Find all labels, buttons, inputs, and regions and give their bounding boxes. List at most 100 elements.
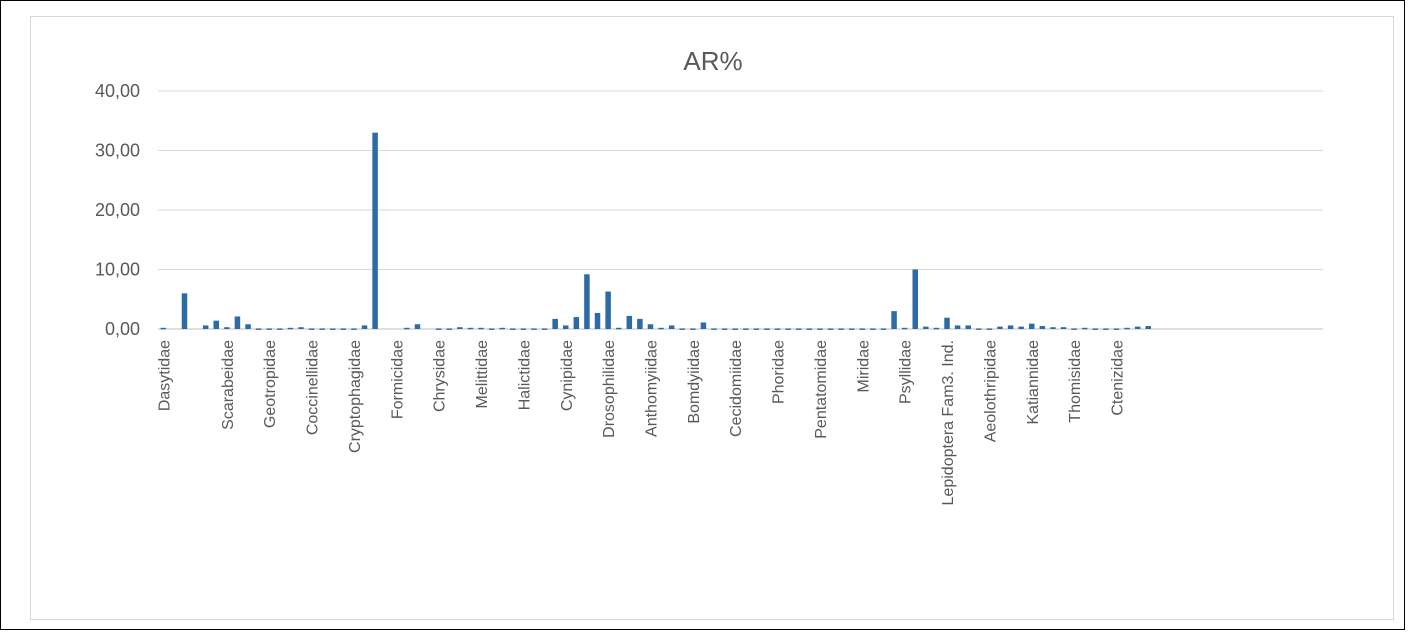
y-tick-label: 40,00 <box>95 81 140 101</box>
x-tick-label: Coccinellidae <box>305 340 322 435</box>
x-tick-label: Dasytidae <box>156 340 173 411</box>
bar <box>1060 327 1067 329</box>
bar <box>796 328 802 330</box>
bar <box>202 325 209 329</box>
bar <box>1124 327 1130 330</box>
bar <box>457 327 463 329</box>
bar <box>954 325 961 329</box>
x-tick-label: Drosophilidae <box>601 340 618 438</box>
x-tick-label: Melittidae <box>474 340 491 409</box>
x-tick-label: Formicidae <box>389 340 406 419</box>
bar <box>404 327 410 330</box>
bar <box>668 325 675 329</box>
bar <box>997 326 1003 329</box>
bar <box>615 327 622 330</box>
bar <box>880 328 887 330</box>
x-tick-label: Chrysidae <box>432 340 449 412</box>
bar <box>838 328 844 330</box>
x-tick-label: Phoridae <box>771 340 788 404</box>
bar <box>510 328 516 330</box>
bar <box>435 328 442 330</box>
bar <box>552 318 558 329</box>
x-tick-label: Psyllidae <box>898 340 915 404</box>
bar <box>234 316 241 329</box>
bar <box>637 318 643 329</box>
y-tick-label: 10,00 <box>95 260 140 280</box>
bar <box>330 328 336 330</box>
bar <box>531 328 537 330</box>
bar <box>160 327 167 330</box>
bar <box>1113 328 1120 330</box>
x-tick-label: Thomisidae <box>1067 340 1084 423</box>
bar <box>679 328 685 330</box>
bar <box>658 327 664 330</box>
bar <box>277 328 283 330</box>
x-tick-label: Ctenizidae <box>1109 340 1126 416</box>
bar <box>1039 326 1046 329</box>
bar <box>224 327 230 329</box>
x-tick-label: Anthomyiidae <box>643 340 660 437</box>
bar <box>732 328 738 330</box>
bar <box>1071 328 1077 330</box>
bar <box>255 328 262 330</box>
bar <box>478 327 484 330</box>
bar <box>245 324 251 329</box>
bar <box>817 328 823 330</box>
x-tick-label: Miridae <box>855 340 872 393</box>
bar <box>181 293 188 329</box>
bar <box>287 327 294 330</box>
bar <box>361 325 368 329</box>
bar <box>1007 325 1014 329</box>
bar <box>774 328 781 330</box>
bar <box>213 320 219 329</box>
bar <box>859 328 866 330</box>
x-tick-label: Scarabeidae <box>220 340 237 430</box>
bar <box>976 328 982 330</box>
bar <box>690 328 696 330</box>
bar <box>711 328 717 330</box>
bar <box>848 328 855 330</box>
bar <box>785 328 791 330</box>
bar <box>1018 326 1024 329</box>
bar <box>1081 327 1088 330</box>
gridlines <box>158 90 1323 330</box>
x-tick-label: Katiannidae <box>1025 340 1042 425</box>
bar <box>1134 326 1141 329</box>
bar <box>584 274 590 329</box>
y-tick-label: 30,00 <box>95 141 140 161</box>
bar <box>446 328 452 330</box>
bars <box>160 132 1151 330</box>
x-tick-label: Halictidae <box>516 340 533 410</box>
bar <box>1092 328 1099 330</box>
bar <box>1050 327 1056 329</box>
y-tick-label: 0,00 <box>105 319 140 339</box>
bar <box>933 327 940 330</box>
x-tick-label: Cecidomiidae <box>728 340 745 437</box>
bar <box>573 317 580 329</box>
bar <box>764 328 770 330</box>
bar <box>414 324 421 329</box>
bar <box>340 328 347 330</box>
x-axis-tick-labels: Dasytidae Scarabeidae Geotropidae Coccinell… <box>156 340 1126 506</box>
bar <box>298 327 304 329</box>
bar <box>743 328 749 330</box>
chart-title: AR% <box>683 46 742 76</box>
bar <box>467 327 474 330</box>
x-tick-label: Lepidoptera Fam3. Ind. <box>940 340 957 505</box>
bar <box>266 328 272 330</box>
chart-area <box>30 16 1394 620</box>
y-tick-label: 20,00 <box>95 200 140 220</box>
bar <box>806 328 813 330</box>
x-tick-label: Cynipidae <box>559 340 576 411</box>
x-tick-label: Bomdyiidae <box>686 340 703 424</box>
bar <box>923 326 929 329</box>
bar <box>647 324 654 329</box>
bar <box>944 317 950 329</box>
bar <box>520 328 527 330</box>
bar <box>308 328 315 330</box>
bar <box>1029 323 1035 329</box>
bar <box>986 328 993 330</box>
bar <box>721 328 728 330</box>
bar <box>912 269 918 329</box>
